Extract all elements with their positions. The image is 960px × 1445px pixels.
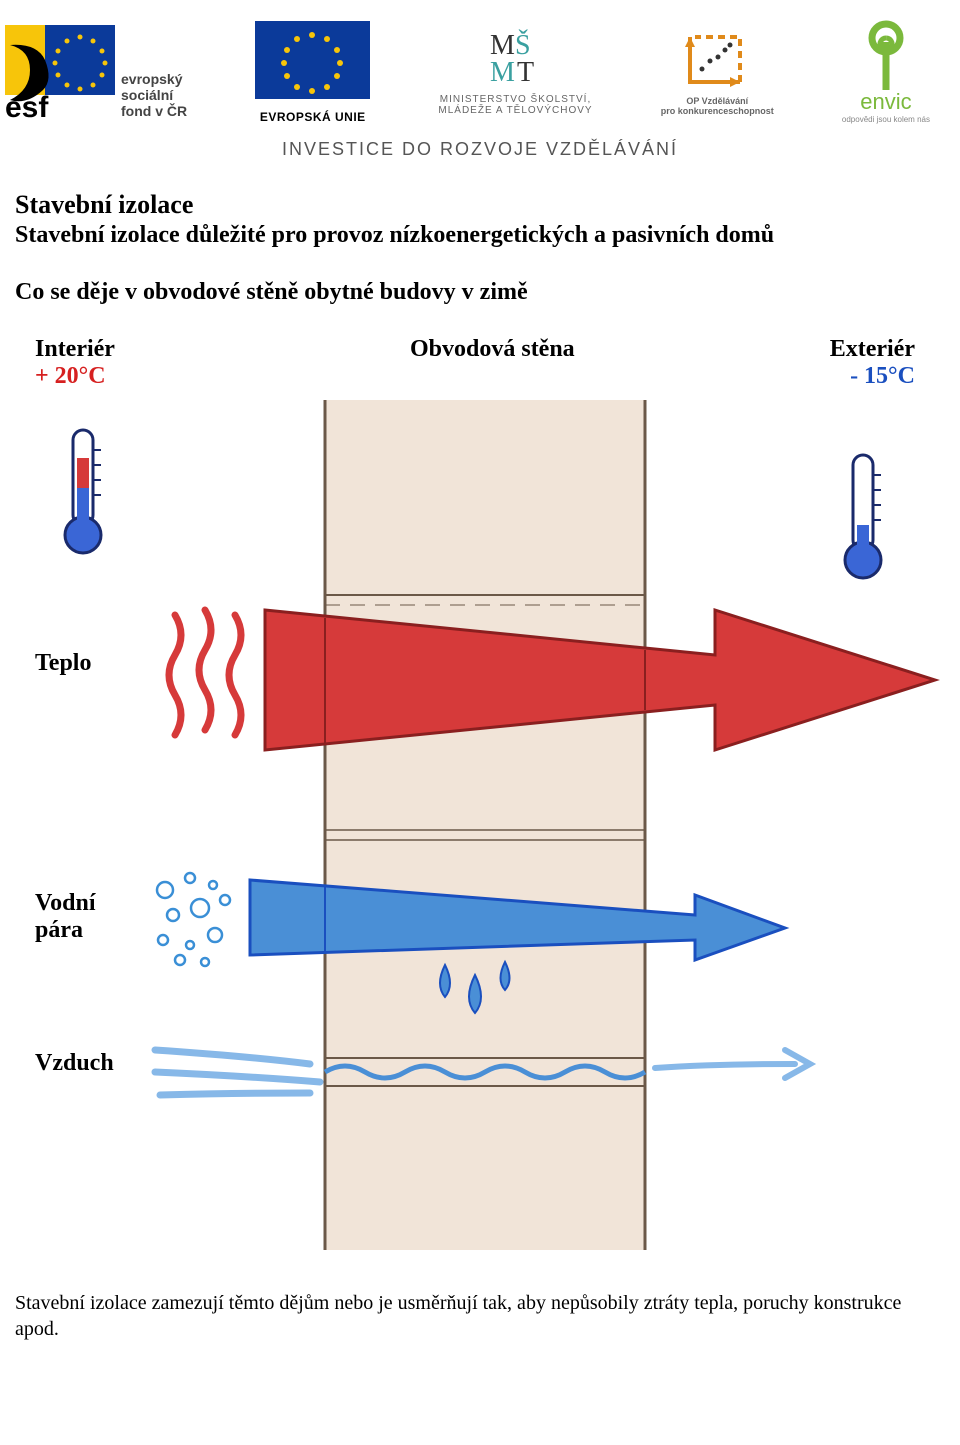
header-tagline: INVESTICE DO ROZVOJE VZDĚLÁVÁNÍ <box>0 139 960 160</box>
eu-flag-icon <box>255 21 370 99</box>
envic-sub: odpovědi jsou kolem nás <box>842 115 930 124</box>
thermometer-interior-icon <box>65 430 101 553</box>
logo-opvk: OP Vzdělávání pro konkurenceschopnost <box>661 27 774 117</box>
opvk-line2: pro konkurenceschopnost <box>661 107 774 117</box>
logo-envic: envic odpovědi jsou kolem nás <box>842 20 930 124</box>
footer-paragraph: Stavební izolace zamezují těmto dějům ne… <box>0 1250 960 1362</box>
svg-text:esf: esf <box>5 91 49 120</box>
page-title: Stavební izolace <box>15 190 945 220</box>
wall-label: Obvodová stěna <box>370 336 575 390</box>
section-heading: Co se děje v obvodové stěně obytné budov… <box>15 279 945 306</box>
logo-esf: esf evropský sociální fond v ČR <box>5 25 187 120</box>
interior-label: Interiér + 20°C <box>35 336 115 390</box>
opvk-icon <box>680 27 755 92</box>
envic-label: envic <box>842 89 930 115</box>
air-arrow-right-icon <box>655 1050 810 1078</box>
thermometer-exterior-icon <box>845 455 881 578</box>
diagram-svg <box>15 400 945 1250</box>
air-lines-left-icon <box>155 1050 320 1095</box>
svg-text:T: T <box>517 57 534 88</box>
svg-text:M: M <box>490 57 515 88</box>
msmt-icon: M Š M T <box>470 29 560 89</box>
vapor-bubbles-icon <box>157 873 230 966</box>
heat-waves-icon <box>169 610 241 735</box>
diagram-top-labels: Interiér + 20°C Obvodová stěna Exteriér … <box>15 336 945 390</box>
msmt-line2: MLÁDEŽE A TĚLOVÝCHOVY <box>438 105 592 116</box>
logo-eu: EVROPSKÁ UNIE <box>255 21 370 124</box>
envic-icon <box>861 20 911 90</box>
esf-label: evropský sociální fond v ČR <box>121 71 187 119</box>
esf-flag-icon: esf <box>5 25 115 120</box>
diagram: Teplo Vodní pára Vzduch <box>15 400 945 1250</box>
msmt-line1: MINISTERSTVO ŠKOLSTVÍ, <box>438 94 592 105</box>
exterior-label: Exteriér - 15°C <box>830 336 915 390</box>
logo-msmt: M Š M T MINISTERSTVO ŠKOLSTVÍ, MLÁDEŽE A… <box>438 29 592 116</box>
header-logo-strip: esf evropský sociální fond v ČR EVROPSKÁ… <box>0 0 960 129</box>
wall-shape <box>325 400 645 1250</box>
eu-label: EVROPSKÁ UNIE <box>255 110 370 124</box>
page-subtitle: Stavební izolace důležité pro provoz níz… <box>15 222 945 249</box>
